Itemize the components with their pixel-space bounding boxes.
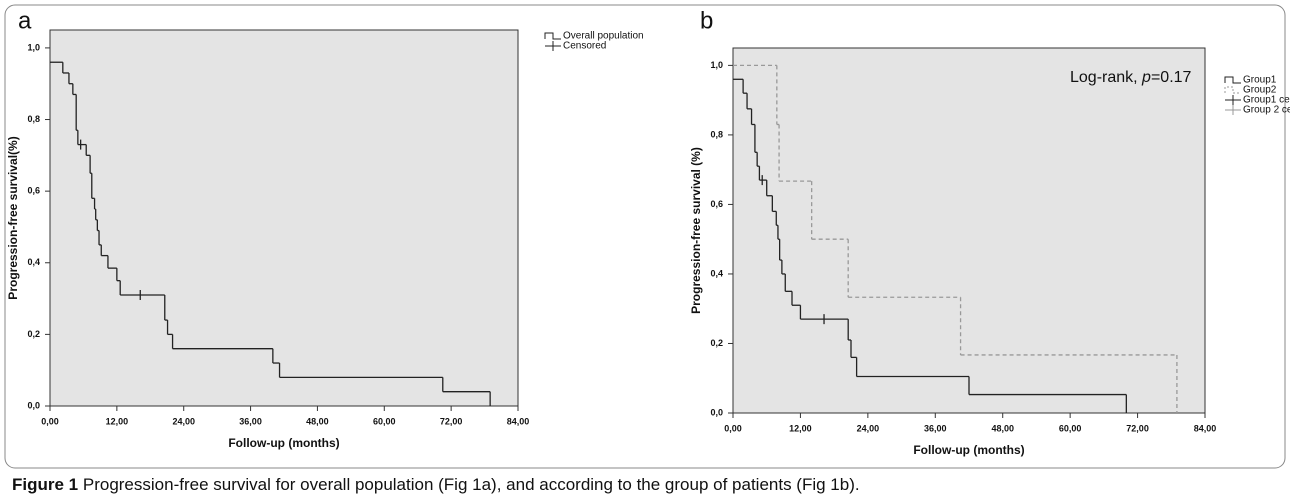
x-tick-label: 0,00 — [724, 423, 742, 433]
annotation: Log-rank, p=0.17 — [1070, 69, 1192, 86]
legend-symbol — [1224, 86, 1241, 94]
annotation-text: Log-rank, — [1070, 69, 1142, 86]
x-axis-title: Follow-up (months) — [913, 443, 1024, 457]
x-tick-label: 84,00 — [507, 416, 530, 426]
y-tick-label: 0,8 — [27, 114, 40, 124]
panel-label: a — [18, 7, 32, 34]
legend-label: Group2 — [1243, 85, 1277, 96]
caption: Figure 1 Progression-free survival for o… — [12, 475, 860, 494]
legend-label: Censored — [563, 41, 606, 52]
y-tick-label: 0,2 — [27, 329, 40, 339]
annotation-italic: p — [1141, 69, 1151, 86]
y-axis-title: Progression-free survival (%) — [689, 147, 703, 314]
y-tick-label: 0,8 — [710, 129, 723, 139]
legend-label: Group1 censored — [1243, 95, 1290, 106]
y-tick-label: 0,4 — [27, 257, 40, 267]
y-axis-title: Progression-free survival(%) — [6, 136, 20, 299]
legend-symbol — [1224, 76, 1241, 84]
x-axis-title: Follow-up (months) — [228, 436, 339, 450]
legend-symbol — [1225, 105, 1241, 115]
x-tick-label: 36,00 — [924, 423, 947, 433]
y-tick-label: 0,2 — [710, 338, 723, 348]
x-tick-label: 60,00 — [1059, 423, 1082, 433]
legend-label: Group 2 censored — [1243, 105, 1290, 116]
x-tick-label: 48,00 — [306, 416, 329, 426]
plot-area — [732, 47, 1206, 414]
legend-label: Group1 — [1243, 75, 1277, 86]
x-tick-label: 12,00 — [789, 423, 812, 433]
y-tick-label: 1,0 — [27, 42, 40, 52]
x-tick-label: 72,00 — [440, 416, 463, 426]
annotation-text: =0.17 — [1151, 69, 1192, 86]
plot-area — [49, 29, 519, 407]
panel-label: b — [700, 7, 713, 34]
y-tick-label: 1,0 — [710, 60, 723, 70]
legend-label: Overall population — [563, 31, 644, 42]
x-tick-label: 36,00 — [239, 416, 262, 426]
y-tick-label: 0,0 — [27, 400, 40, 410]
x-tick-label: 24,00 — [857, 423, 880, 433]
y-tick-label: 0,0 — [710, 407, 723, 417]
x-tick-label: 48,00 — [991, 423, 1014, 433]
legend-symbol — [544, 32, 561, 40]
legend-symbol — [545, 41, 561, 51]
x-tick-label: 60,00 — [373, 416, 396, 426]
caption-label: Figure 1 — [12, 475, 78, 494]
x-tick-label: 0,00 — [41, 416, 59, 426]
figure-border — [4, 4, 1286, 469]
legend-symbol — [1225, 95, 1241, 105]
y-tick-label: 0,6 — [27, 186, 40, 196]
caption-text: Progression-free survival for overall po… — [83, 475, 860, 494]
y-tick-label: 0,6 — [710, 199, 723, 209]
x-tick-label: 24,00 — [172, 416, 195, 426]
x-tick-label: 12,00 — [106, 416, 129, 426]
x-tick-label: 84,00 — [1194, 423, 1217, 433]
y-tick-label: 0,4 — [710, 268, 723, 278]
x-tick-label: 72,00 — [1126, 423, 1149, 433]
